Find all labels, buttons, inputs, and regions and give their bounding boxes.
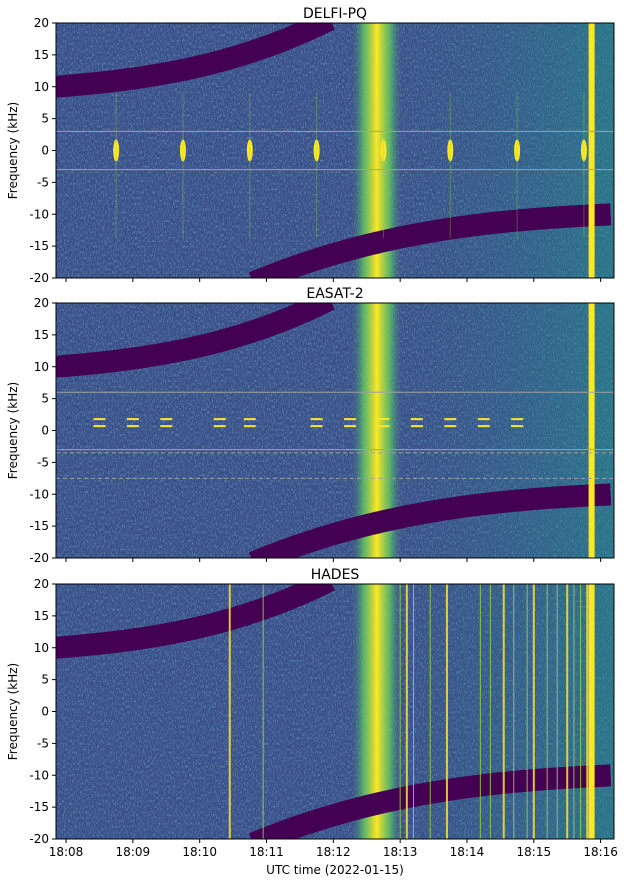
signal-burst bbox=[310, 425, 323, 428]
x-tick-label: 18:16 bbox=[583, 845, 618, 859]
y-tick-label: 10 bbox=[34, 641, 49, 655]
signal-burst bbox=[126, 425, 139, 428]
signal-burst bbox=[511, 425, 524, 428]
y-tick-label: -5 bbox=[37, 175, 49, 189]
y-tick-label: 10 bbox=[34, 80, 49, 94]
signal-burst bbox=[580, 139, 587, 162]
doppler-curve-upper bbox=[56, 584, 335, 659]
signal-burst bbox=[310, 418, 323, 421]
y-tick-label: -10 bbox=[29, 487, 49, 501]
signal-burst bbox=[160, 418, 173, 421]
y-tick-label: -15 bbox=[29, 519, 49, 533]
signal-burst bbox=[514, 139, 521, 162]
y-tick-label: 15 bbox=[34, 48, 49, 62]
y-tick-label: 0 bbox=[41, 705, 49, 719]
y-tick-label: -10 bbox=[29, 768, 49, 782]
plot-area bbox=[56, 584, 614, 839]
panel-title: EASAT-2 bbox=[306, 286, 363, 302]
panel-title: DELFI-PQ bbox=[303, 6, 367, 22]
y-tick-label: 5 bbox=[41, 673, 49, 687]
signal-burst bbox=[377, 418, 390, 421]
signal-burst bbox=[313, 139, 320, 162]
signal-burst bbox=[126, 418, 139, 421]
signal-burst bbox=[511, 418, 524, 421]
signal-burst bbox=[344, 425, 357, 428]
y-tick-label: 20 bbox=[34, 16, 49, 30]
x-tick-label: 18:13 bbox=[383, 845, 418, 859]
y-tick-label: 5 bbox=[41, 392, 49, 406]
panel-title: HADES bbox=[311, 567, 360, 583]
signal-burst bbox=[246, 139, 253, 162]
spectrogram-panel-2: EASAT-2 Frequency (kHz) 20 15 10 5 0 -5 -10 -15 -2… bbox=[6, 286, 615, 565]
signal-burst bbox=[93, 418, 106, 421]
x-axis-label: UTC time (2022-01-15) bbox=[266, 863, 404, 877]
y-tick-label: -5 bbox=[37, 455, 49, 469]
signal-burst bbox=[477, 418, 490, 421]
y-tick-label: 15 bbox=[34, 328, 49, 342]
y-axis-label: Frequency (kHz) bbox=[6, 663, 20, 760]
y-axis-label: Frequency (kHz) bbox=[6, 102, 20, 199]
spectrogram-panel-1: DELFI-PQ Frequency (kHz) 20 15 10 5 0 -5 -10 -15 -… bbox=[6, 6, 615, 285]
x-tick-label: 18:10 bbox=[182, 845, 217, 859]
signal-burst bbox=[477, 425, 490, 428]
y-tick-label: -20 bbox=[29, 271, 49, 285]
signal-burst bbox=[444, 425, 457, 428]
bright-vertical-line bbox=[588, 303, 595, 558]
doppler-curve-lower bbox=[248, 203, 612, 278]
y-tick-label: -15 bbox=[29, 239, 49, 253]
x-tick-label: 18:08 bbox=[49, 845, 84, 859]
doppler-curve-lower bbox=[248, 483, 612, 558]
signal-burst bbox=[243, 418, 256, 421]
x-tick-label: 18:09 bbox=[116, 845, 151, 859]
signal-burst bbox=[444, 418, 457, 421]
doppler-curve-upper bbox=[56, 303, 335, 378]
x-tick-label: 18:14 bbox=[450, 845, 485, 859]
y-tick-label: 5 bbox=[41, 112, 49, 126]
doppler-curve-upper bbox=[56, 23, 335, 98]
plot-area bbox=[56, 23, 614, 278]
x-tick-label: 18:12 bbox=[316, 845, 351, 859]
y-tick-label: 20 bbox=[34, 577, 49, 591]
signal-burst bbox=[377, 425, 390, 428]
bright-vertical-line bbox=[588, 23, 595, 278]
signal-burst bbox=[113, 139, 120, 162]
y-tick-label: 0 bbox=[41, 144, 49, 158]
doppler-curve-lower bbox=[248, 764, 612, 839]
signal-burst bbox=[243, 425, 256, 428]
y-axis-label: Frequency (kHz) bbox=[6, 382, 20, 479]
x-tick-label: 18:11 bbox=[249, 845, 284, 859]
signal-burst bbox=[410, 425, 423, 428]
y-tick-label: -10 bbox=[29, 207, 49, 221]
signal-burst bbox=[447, 139, 454, 162]
bright-vertical-line bbox=[588, 584, 595, 839]
signal-burst bbox=[410, 418, 423, 421]
signal-burst bbox=[344, 418, 357, 421]
y-tick-label: 15 bbox=[34, 609, 49, 623]
x-tick-label: 18:15 bbox=[517, 845, 552, 859]
signal-burst bbox=[179, 139, 186, 162]
y-tick-label: 10 bbox=[34, 360, 49, 374]
y-tick-label: -20 bbox=[29, 832, 49, 846]
signal-burst bbox=[93, 425, 106, 428]
signal-burst bbox=[380, 139, 387, 162]
signal-burst bbox=[160, 425, 173, 428]
signal-burst bbox=[213, 418, 226, 421]
y-tick-label: -15 bbox=[29, 800, 49, 814]
plot-area bbox=[56, 303, 614, 558]
signal-burst bbox=[213, 425, 226, 428]
y-tick-label: 20 bbox=[34, 296, 49, 310]
y-tick-label: -5 bbox=[37, 736, 49, 750]
y-tick-label: -20 bbox=[29, 551, 49, 565]
y-tick-label: 0 bbox=[41, 424, 49, 438]
